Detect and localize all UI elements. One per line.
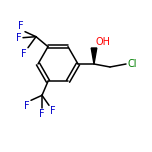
Text: F: F	[16, 33, 22, 43]
Polygon shape	[91, 48, 97, 64]
Text: OH: OH	[96, 37, 111, 47]
Text: F: F	[39, 109, 45, 119]
Text: F: F	[50, 106, 56, 116]
Text: F: F	[21, 49, 27, 59]
Text: Cl: Cl	[128, 59, 138, 69]
Text: F: F	[18, 21, 24, 31]
Text: F: F	[24, 101, 30, 111]
